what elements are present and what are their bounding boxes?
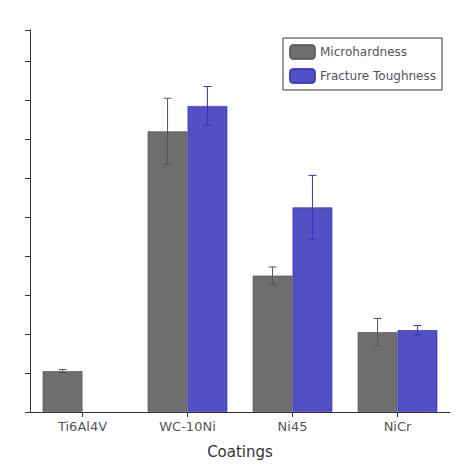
svg-text:Microhardness: Microhardness (320, 45, 407, 59)
svg-text:Ni45: Ni45 (278, 419, 308, 434)
svg-text:Fracture Toughness: Fracture Toughness (320, 69, 436, 83)
svg-text:Ti6Al4V: Ti6Al4V (57, 419, 107, 434)
svg-text:NiCr: NiCr (384, 419, 412, 434)
svg-text:Coatings: Coatings (207, 443, 273, 461)
svg-text:WC-10Ni: WC-10Ni (159, 419, 216, 434)
